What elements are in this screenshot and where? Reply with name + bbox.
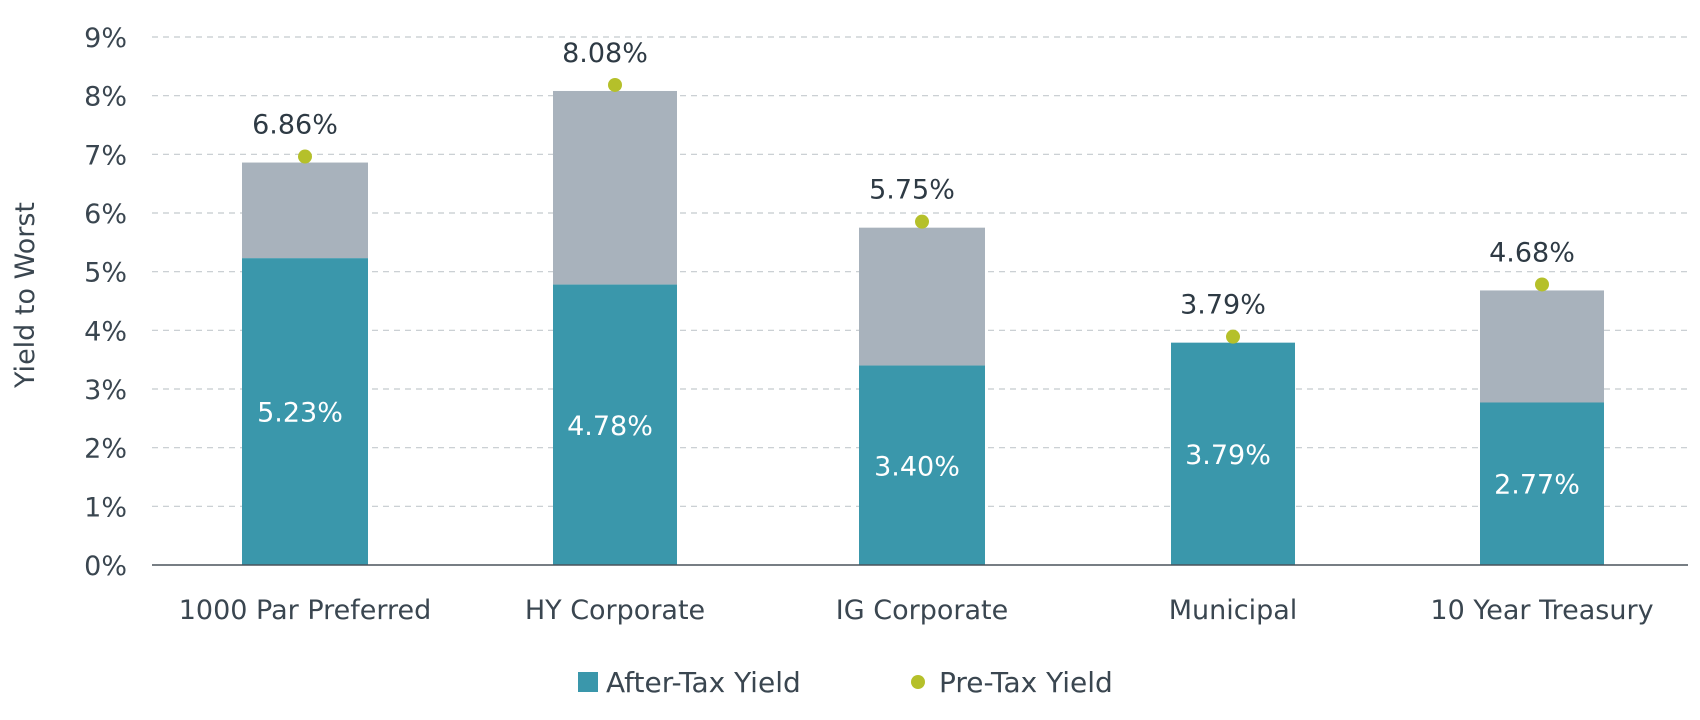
legend-label-after-tax: After-Tax Yield [606,666,801,699]
pre-tax-value-label: 8.08% [562,38,648,69]
after-tax-value-label: 3.40% [874,451,960,482]
category-label: Municipal [1169,595,1298,626]
pre-tax-value-label: 4.68% [1489,237,1575,268]
category-label: 10 Year Treasury [1430,595,1653,626]
bar-after-tax [553,284,677,565]
bars: 6.86% 5.23% 8.08% 4.78% 5.75% 3.40% 3.79% 3.79%… [242,38,1604,565]
legend-dot-pre-tax [911,675,925,689]
y-tick-label: 6% [84,199,127,230]
bar-after-tax [242,258,368,565]
category-label: 1000 Par Preferred [179,595,432,626]
legend-label-pre-tax: Pre-Tax Yield [939,666,1113,699]
y-axis-title: Yield to Worst [10,202,41,389]
bar-after-tax [1171,342,1295,565]
pre-tax-marker [298,149,312,164]
after-tax-value-label: 2.77% [1494,470,1580,501]
legend-swatch-after-tax [578,672,598,692]
y-tick-label: 3% [84,375,127,406]
pre-tax-value-label: 5.75% [869,175,955,206]
y-tick-label: 9% [84,23,127,54]
bar-tax-difference [1480,290,1604,403]
after-tax-value-label: 4.78% [567,411,653,442]
category-labels: 1000 Par Preferred HY Corporate IG Corpora… [179,595,1654,626]
bar-after-tax [1480,402,1604,565]
y-axis-ticks: 0% 1% 2% 3% 4% 5% 6% 7% 8% 9% [84,23,127,582]
after-tax-value-label: 5.23% [257,398,343,429]
gridlines [152,36,1688,507]
pre-tax-value-label: 6.86% [252,110,338,141]
pre-tax-marker [915,214,929,229]
y-tick-label: 7% [84,140,127,171]
bar-tax-difference [553,90,677,285]
pre-tax-value-label: 3.79% [1180,290,1266,321]
legend: After-Tax Yield Pre-Tax Yield [578,666,1113,699]
category-label: IG Corporate [836,595,1008,626]
y-tick-label: 0% [84,551,127,582]
bar-after-tax [859,365,985,565]
category-label: HY Corporate [525,595,705,626]
y-tick-label: 8% [84,82,127,113]
bar-tax-difference [242,162,368,259]
y-tick-label: 4% [84,316,127,347]
y-tick-label: 5% [84,258,127,289]
y-tick-label: 1% [84,492,127,523]
pre-tax-marker [1535,277,1549,292]
pre-tax-marker [608,77,622,92]
pre-tax-marker [1226,329,1240,344]
y-tick-label: 2% [84,434,127,465]
after-tax-value-label: 3.79% [1185,440,1271,471]
bar-tax-difference [859,227,985,366]
